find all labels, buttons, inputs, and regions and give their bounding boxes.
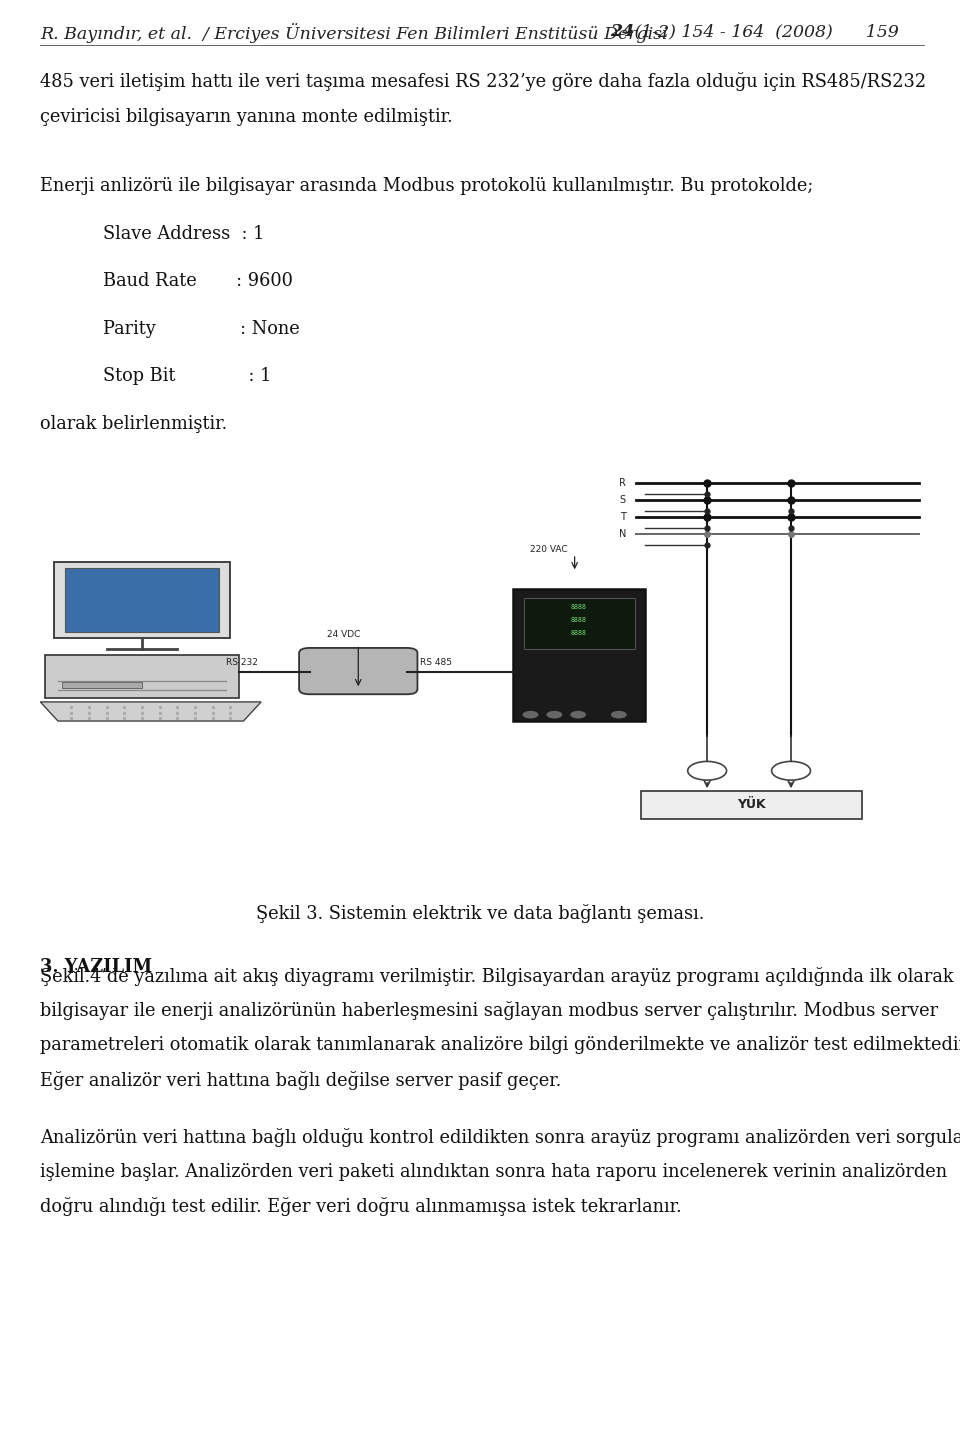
- Text: Şekil.4’de yazılıma ait akış diyagramı verilmiştir. Bilgisayardan arayüz program: Şekil.4’de yazılıma ait akış diyagramı v…: [40, 967, 954, 986]
- Text: çeviricisi bilgisayarın yanına monte edilmiştir.: çeviricisi bilgisayarın yanına monte edi…: [40, 108, 453, 125]
- Text: olarak belirlenmiştir.: olarak belirlenmiştir.: [40, 415, 228, 432]
- Text: (1-2) 154 - 164  (2008)      159: (1-2) 154 - 164 (2008) 159: [629, 23, 899, 40]
- Text: Eğer analizör veri hattına bağlı değilse server pasif geçer.: Eğer analizör veri hattına bağlı değilse…: [40, 1071, 562, 1089]
- Text: Stop Bit             : 1: Stop Bit : 1: [103, 367, 271, 385]
- Text: R. Bayındır, et al.  / Erciyes Üniversitesi Fen Bilimleri Enstitüsü Dergisi: R. Bayındır, et al. / Erciyes Üniversite…: [40, 23, 673, 43]
- Text: Analizörün veri hattına bağlı olduğu kontrol edildikten sonra arayüz programı an: Analizörün veri hattına bağlı olduğu kon…: [40, 1128, 960, 1147]
- Text: Enerji anlizörü ile bilgisayar arasında Modbus protokolü kullanılmıştır. Bu prot: Enerji anlizörü ile bilgisayar arasında …: [40, 177, 813, 195]
- Text: 485 veri iletişim hattı ile veri taşıma mesafesi RS 232’ye göre daha fazla olduğ: 485 veri iletişim hattı ile veri taşıma …: [40, 72, 926, 91]
- Text: parametreleri otomatik olarak tanımlanarak analizöre bilgi gönderilmekte ve anal: parametreleri otomatik olarak tanımlanar…: [40, 1036, 960, 1053]
- Text: 24: 24: [610, 23, 634, 40]
- Text: Şekil 3. Sistemin elektrik ve data bağlantı şeması.: Şekil 3. Sistemin elektrik ve data bağla…: [256, 904, 704, 922]
- Text: işlemine başlar. Analizörden veri paketi alındıktan sonra hata raporu incelenere: işlemine başlar. Analizörden veri paketi…: [40, 1163, 948, 1180]
- Text: Parity               : None: Parity : None: [103, 320, 300, 337]
- Text: 3. YAZILIM: 3. YAZILIM: [40, 958, 153, 976]
- Text: Baud Rate       : 9600: Baud Rate : 9600: [103, 272, 293, 290]
- Text: bilgisayar ile enerji analizörünün haberleşmesini sağlayan modbus server çalıştı: bilgisayar ile enerji analizörünün haber…: [40, 1001, 939, 1020]
- Text: Slave Address  : 1: Slave Address : 1: [103, 225, 264, 242]
- Text: doğru alındığı test edilir. Eğer veri doğru alınmamışsa istek tekrarlanır.: doğru alındığı test edilir. Eğer veri do…: [40, 1197, 682, 1216]
